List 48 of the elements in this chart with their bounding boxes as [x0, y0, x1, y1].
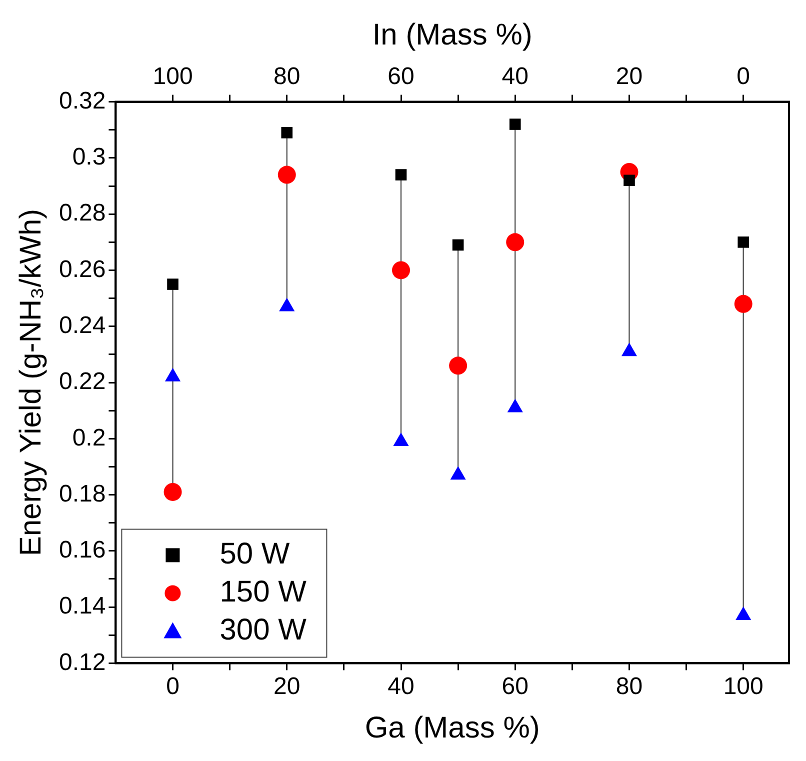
point [506, 233, 524, 252]
point [509, 118, 521, 130]
point [392, 261, 410, 280]
point [279, 298, 295, 312]
point [738, 236, 750, 248]
x-tick-label: 60 [502, 673, 528, 700]
legend-label: 50 W [220, 537, 290, 570]
point [164, 368, 181, 382]
point [507, 398, 523, 412]
x2-tick-label: 100 [152, 63, 193, 90]
point [624, 174, 635, 186]
x2-tick-label: 40 [502, 63, 528, 90]
x-tick-label: 40 [388, 673, 414, 700]
y-tick-label: 0.24 [58, 312, 106, 339]
x-tick-label: 100 [723, 673, 764, 700]
y-tick-label: 0.14 [58, 592, 106, 620]
point [449, 356, 468, 375]
y-tick-label: 0.32 [58, 87, 106, 114]
legend-label: 150 W [220, 575, 308, 608]
y-tick-label: 0.22 [58, 368, 106, 396]
point [621, 342, 638, 356]
point [450, 466, 466, 480]
x2-axis-title: In (Mass %) [372, 18, 532, 52]
point [167, 278, 178, 290]
y-tick-label: 0.12 [58, 648, 106, 676]
y-tick-label: 0.18 [58, 480, 106, 508]
point [734, 294, 752, 313]
y-axis-title: Energy Yield (g-NH₃/kWh) [14, 208, 48, 556]
point [395, 169, 407, 180]
x-tick-label: 20 [274, 673, 300, 700]
y-tick-label: 0.3 [72, 144, 106, 171]
point [452, 239, 464, 251]
legend-label: 300 W [220, 613, 308, 646]
point [393, 432, 409, 446]
x2-tick-label: 60 [388, 63, 414, 90]
x2-tick-label: 0 [736, 63, 750, 90]
x2-tick-label: 80 [274, 63, 300, 90]
point [278, 166, 296, 184]
y-tick-label: 0.28 [58, 200, 106, 227]
x2-tick-label: 20 [616, 63, 643, 90]
x-tick-label: 0 [166, 673, 180, 700]
x-axis-title: Ga (Mass %) [364, 711, 540, 744]
point [736, 606, 752, 620]
y-tick-label: 0.2 [72, 424, 106, 452]
point [281, 127, 293, 138]
y-tick-label: 0.26 [58, 256, 106, 283]
x-tick-label: 80 [616, 673, 643, 700]
y-tick-label: 0.16 [58, 536, 106, 564]
